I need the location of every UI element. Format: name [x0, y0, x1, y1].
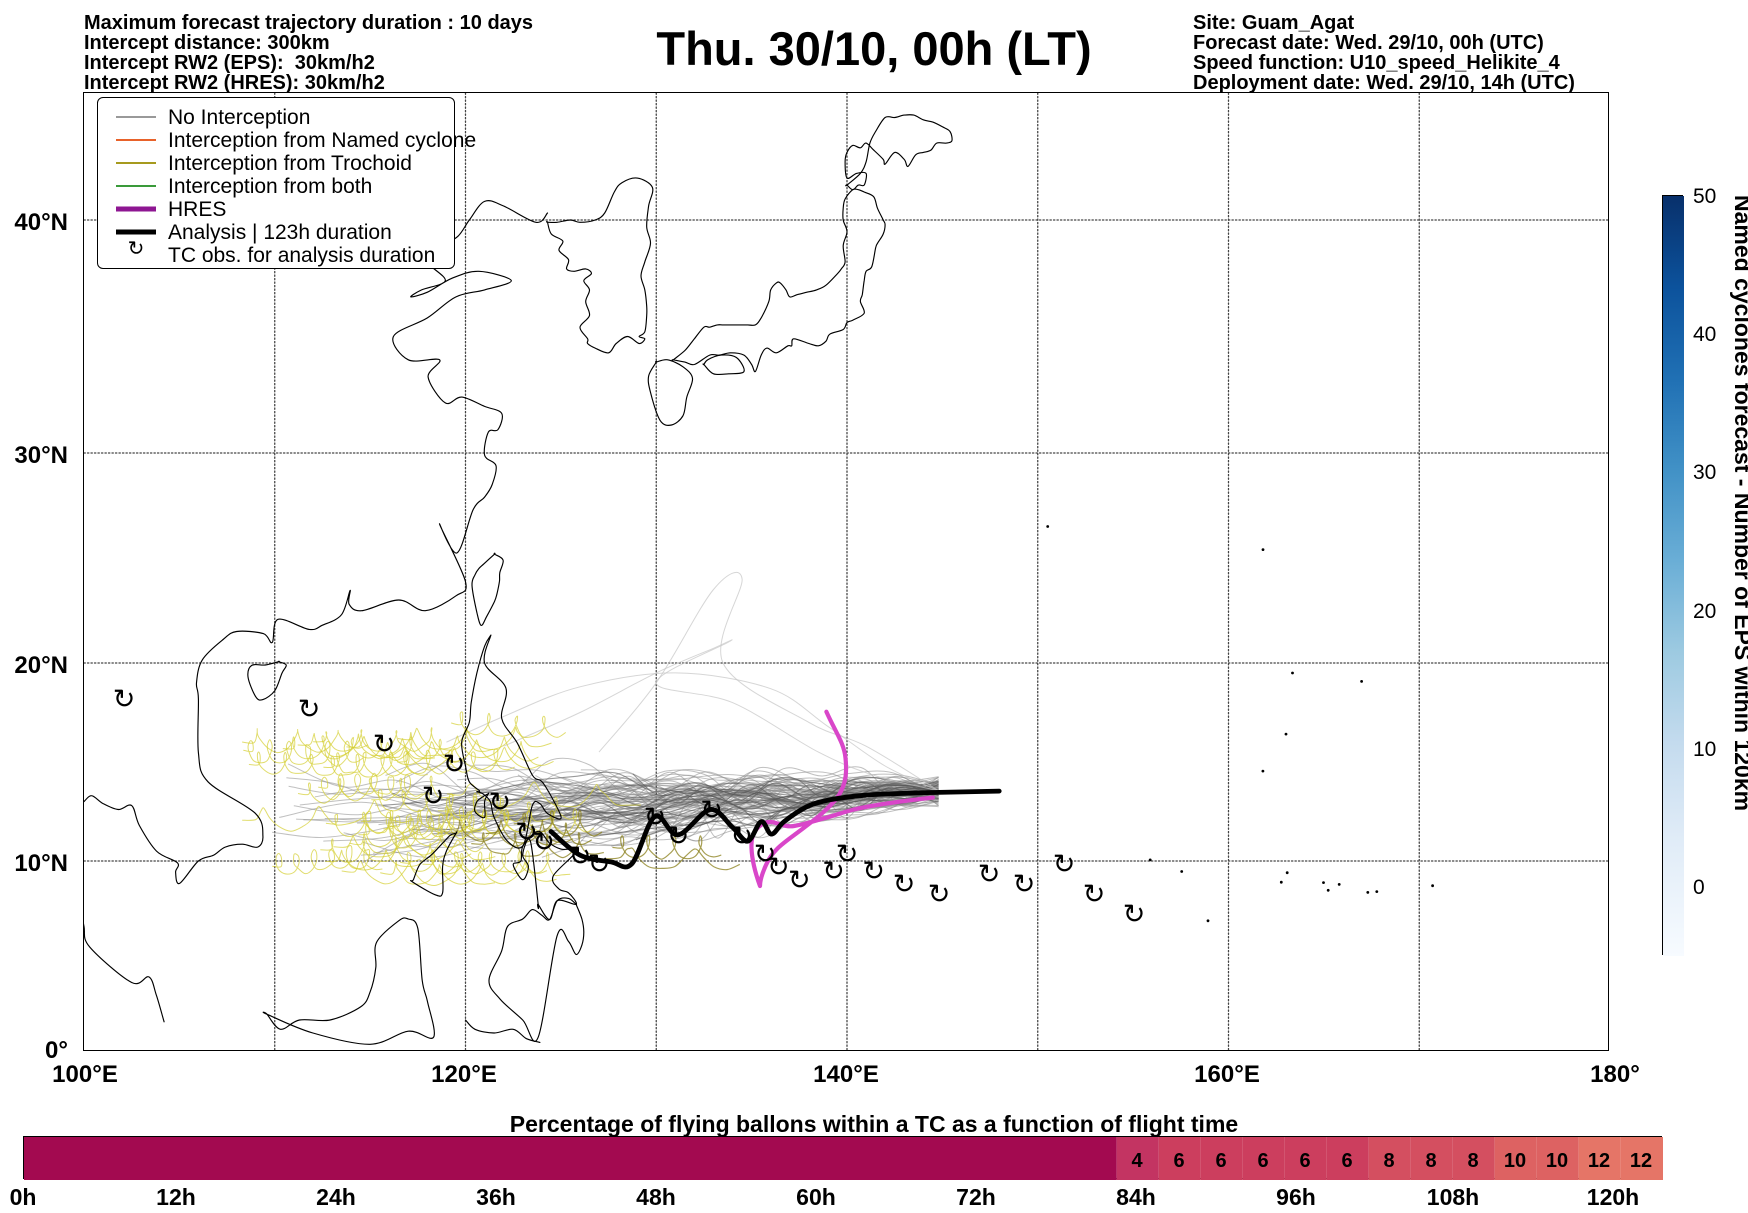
svg-text:↻: ↻ [1123, 899, 1146, 929]
svg-text:↻: ↻ [298, 694, 321, 724]
svg-text:↻: ↻ [588, 849, 611, 879]
svg-text:↻: ↻ [422, 781, 445, 811]
svg-text:↻: ↻ [1013, 869, 1036, 899]
svg-text:↻: ↻ [730, 821, 753, 851]
svg-text:4: 4 [1131, 1150, 1143, 1172]
svg-text:↻: ↻ [978, 859, 1001, 889]
svg-text:↻: ↻ [1053, 849, 1076, 879]
svg-text:8: 8 [1425, 1150, 1436, 1172]
svg-text:↻: ↻ [788, 865, 811, 895]
svg-text:↻: ↻ [1083, 879, 1106, 909]
svg-text:↻: ↻ [862, 856, 885, 886]
svg-text:↻: ↻ [488, 787, 511, 817]
svg-text:↻: ↻ [836, 839, 859, 869]
svg-text:↻: ↻ [443, 749, 466, 779]
svg-text:↻: ↻ [767, 852, 790, 882]
svg-text:6: 6 [1257, 1150, 1268, 1172]
svg-text:↻: ↻ [700, 795, 723, 825]
svg-text:12: 12 [1630, 1150, 1652, 1172]
svg-text:6: 6 [1341, 1150, 1352, 1172]
svg-text:10: 10 [1504, 1150, 1526, 1172]
svg-text:↻: ↻ [667, 821, 690, 851]
svg-text:↻: ↻ [644, 802, 667, 832]
svg-text:6: 6 [1173, 1150, 1184, 1172]
svg-text:6: 6 [1299, 1150, 1310, 1172]
svg-text:8: 8 [1383, 1150, 1394, 1172]
svg-text:↻: ↻ [113, 684, 136, 714]
svg-text:12: 12 [1588, 1150, 1610, 1172]
svg-text:↻: ↻ [893, 869, 916, 899]
svg-text:10: 10 [1546, 1150, 1568, 1172]
svg-text:6: 6 [1215, 1150, 1226, 1172]
svg-text:↻: ↻ [128, 238, 145, 260]
svg-text:↻: ↻ [373, 729, 396, 759]
svg-text:↻: ↻ [928, 879, 951, 909]
svg-text:8: 8 [1467, 1150, 1478, 1172]
